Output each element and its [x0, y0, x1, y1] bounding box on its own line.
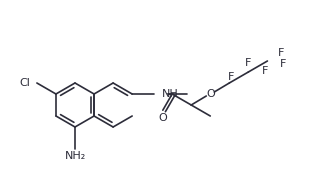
Text: NH₂: NH₂: [64, 151, 86, 161]
Text: NH: NH: [162, 89, 179, 99]
Text: F: F: [245, 58, 252, 68]
Text: F: F: [279, 59, 286, 69]
Text: Cl: Cl: [19, 78, 30, 88]
Text: O: O: [158, 113, 167, 123]
Text: F: F: [278, 48, 284, 58]
Text: O: O: [206, 89, 215, 99]
Text: F: F: [228, 72, 234, 82]
Text: F: F: [262, 66, 269, 76]
